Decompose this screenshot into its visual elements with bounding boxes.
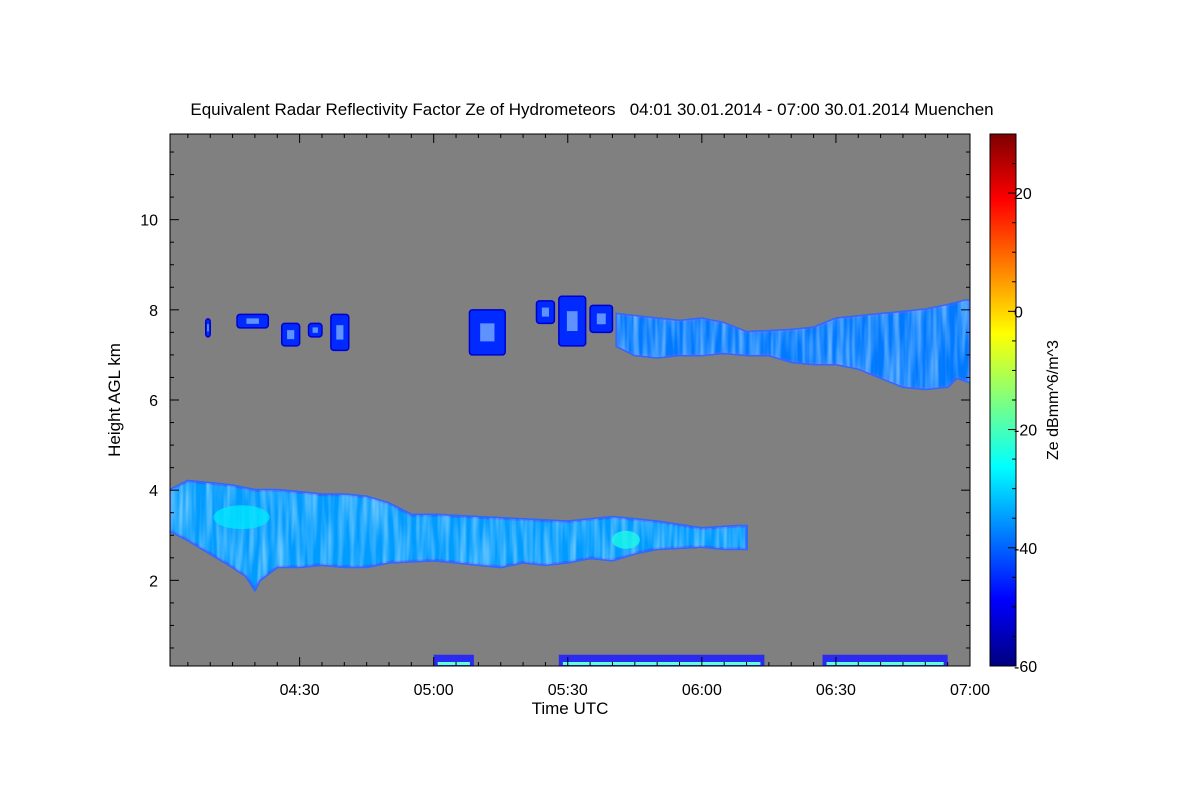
cloud-fragment-core (207, 324, 209, 332)
cloud-fragment-core (596, 313, 606, 325)
ground-clutter (433, 654, 474, 666)
y-tick-label: 4 (149, 483, 158, 500)
colorbar-label: Ze dBmm^6/m^3 (1045, 340, 1062, 460)
ground-clutter-core (826, 662, 944, 665)
x-tick-label: 06:30 (816, 682, 856, 699)
x-tick-label: 05:00 (414, 682, 454, 699)
y-tick-label: 6 (149, 393, 158, 410)
x-tick-label: 04:30 (280, 682, 320, 699)
cloud-fragment-core (480, 323, 495, 342)
x-axis: 04:30 05:00 05:30 06:00 06:30 07:00 (187, 134, 990, 699)
ground-clutter (558, 654, 765, 666)
x-tick-label: 05:30 (548, 682, 588, 699)
radar-echo-layer (170, 295, 970, 666)
colorbar-tick-label: 0 (1014, 304, 1023, 321)
plot-area (170, 134, 970, 666)
ground-clutter-core (437, 662, 470, 665)
y-axis: 2 4 6 8 10 (140, 151, 970, 649)
cloud-fragment-core (312, 327, 318, 333)
cloud-fragment-core (287, 330, 295, 340)
lower-cloud-layer-core (611, 530, 640, 549)
x-tick-label: 07:00 (950, 682, 990, 699)
y-axis-label: Height AGL km (105, 343, 124, 457)
y-tick-label: 8 (149, 303, 158, 320)
colorbar-tick-label: -40 (1014, 541, 1037, 558)
y-tick-label: 2 (149, 573, 158, 590)
lower-cloud-layer-texture (170, 481, 747, 590)
colorbar-tick-label: -60 (1014, 659, 1037, 676)
chart-title: Equivalent Radar Reflectivity Factor Ze … (190, 100, 993, 119)
colorbar-tick-label: 20 (1014, 186, 1032, 203)
cloud-fragment-core (541, 307, 549, 317)
colorbar (989, 133, 1017, 667)
cloud-fragment-core (566, 311, 578, 332)
x-axis-label: Time UTC (532, 699, 609, 718)
lower-cloud-layer-core (213, 505, 270, 530)
upper-cloud-layer-texture (616, 300, 970, 389)
colorbar-tick-label: -20 (1014, 423, 1037, 440)
x-tick-label: 06:00 (682, 682, 722, 699)
ground-clutter-core (562, 662, 761, 665)
colorbar-axis: 20 0 -20 -40 -60 (1008, 163, 1037, 676)
y-tick-label: 10 (140, 213, 158, 230)
cloud-fragment-core (246, 318, 259, 324)
cloud-fragment-core (336, 325, 344, 340)
ground-clutter (822, 654, 948, 666)
